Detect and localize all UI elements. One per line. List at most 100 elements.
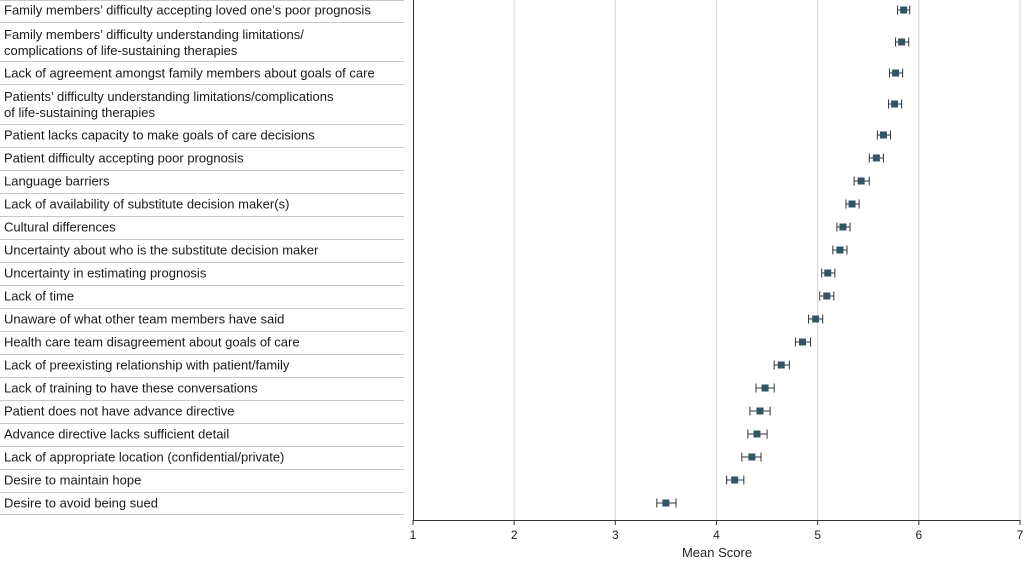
data-point [836,222,851,232]
point-marker [892,69,900,77]
data-point [749,406,771,416]
category-label-line: Lack of time [4,289,74,304]
category-label: Uncertainty about who is the substitute … [4,243,319,258]
point-marker [662,499,670,507]
category-label: Advance directive lacks sufficient detai… [4,427,229,442]
x-tick-label: 6 [915,528,922,542]
category-label: Lack of availability of substitute decis… [4,197,289,212]
data-point [895,37,910,47]
category-label: Patients’ difficulty understanding limit… [4,89,334,120]
data-point [876,130,892,140]
data-point [819,291,835,301]
data-point [888,68,904,78]
category-label: Lack of appropriate location (confidenti… [4,450,284,465]
category-label: Family members’ difficulty accepting lov… [4,3,371,18]
point-marker [839,223,847,231]
category-label: Uncertainty in estimating prognosis [4,266,207,281]
point-marker [798,338,806,346]
x-axis: 1 2 3 4 5 6 7 [410,0,1024,542]
point-marker [898,38,906,46]
gridlines [513,0,1021,520]
category-label: Patient lacks capacity to make goals of … [4,128,315,143]
data-point [747,429,768,439]
category-label-line: Desire to maintain hope [4,473,141,488]
data-point [656,498,677,508]
x-axis-title: Mean Score [682,545,752,560]
x-tick-label: 1 [410,528,417,542]
category-label-line: Family members’ difficulty understanding… [4,27,304,42]
category-label-line: Uncertainty about who is the substitute … [4,243,319,258]
point-marker [900,6,908,14]
data-point [773,360,790,370]
category-label-line: Lack of availability of substitute decis… [4,197,289,212]
data-point [726,475,745,485]
category-label: Patient difficulty accepting poor progno… [4,151,244,166]
data-point [845,199,860,209]
category-label-line: Language barriers [4,174,110,189]
category-label-line: Advance directive lacks sufficient detai… [4,427,229,442]
point-marker [812,315,820,323]
category-label-line: of life-sustaining therapies [4,105,156,120]
data-marks [656,5,911,508]
point-marker [777,361,785,369]
point-marker [756,407,764,415]
x-tick-label: 3 [612,528,619,542]
point-marker [891,100,899,108]
category-label-line: Lack of appropriate location (confidenti… [4,450,284,465]
category-label-line: Patients’ difficulty understanding limit… [4,89,334,104]
point-marker [872,154,880,162]
point-marker [731,476,739,484]
category-label: Patient does not have advance directive [4,404,235,419]
category-label-line: Lack of preexisting relationship with pa… [4,358,290,373]
category-label-line: Health care team disagreement about goal… [4,335,300,350]
data-point [832,245,848,255]
category-label-line: Cultural differences [4,220,116,235]
category-label: Lack of time [4,289,74,304]
point-marker [879,131,887,139]
category-label: Cultural differences [4,220,116,235]
data-point [897,5,911,15]
point-marker [753,430,761,438]
row-separators [0,0,404,515]
category-label: Lack of training to have these conversat… [4,381,258,396]
data-point [808,314,824,324]
category-label: Unaware of what other team members have … [4,312,284,327]
category-label-line: Family members’ difficulty accepting lov… [4,3,371,18]
x-tick-label: 5 [814,528,821,542]
point-marker [848,200,856,208]
category-label-line: Lack of training to have these conversat… [4,381,258,396]
category-label-line: Lack of agreement amongst family members… [4,66,375,81]
category-label-line: Patient difficulty accepting poor progno… [4,151,244,166]
point-marker [823,292,831,300]
point-marker [748,453,756,461]
data-point [821,268,836,278]
category-label-line: Desire to avoid being sued [4,496,158,511]
category-label: Desire to maintain hope [4,473,141,488]
x-tick-label: 2 [511,528,518,542]
point-marker [836,246,844,254]
category-label: Lack of agreement amongst family members… [4,66,375,81]
point-marker [857,177,865,185]
data-point [741,452,762,462]
category-label: Lack of preexisting relationship with pa… [4,358,290,373]
x-tick-label: 7 [1017,528,1024,542]
category-label: Language barriers [4,174,110,189]
category-labels: Family members’ difficulty accepting lov… [4,3,375,511]
category-label-line: Patient lacks capacity to make goals of … [4,128,315,143]
category-label-line: Patient does not have advance directive [4,404,235,419]
x-tick-label: 4 [713,528,720,542]
category-label: Desire to avoid being sued [4,496,158,511]
data-point [853,176,870,186]
category-label-line: Unaware of what other team members have … [4,312,284,327]
category-label-line: Uncertainty in estimating prognosis [4,266,207,281]
data-point [755,383,775,393]
category-label-line: complications of life-sustaining therapi… [4,43,238,58]
category-label: Family members’ difficulty understanding… [4,27,304,58]
point-marker [824,269,832,277]
category-label: Health care team disagreement about goal… [4,335,300,350]
data-point [887,99,903,109]
data-point [794,337,812,347]
data-point [868,153,884,163]
